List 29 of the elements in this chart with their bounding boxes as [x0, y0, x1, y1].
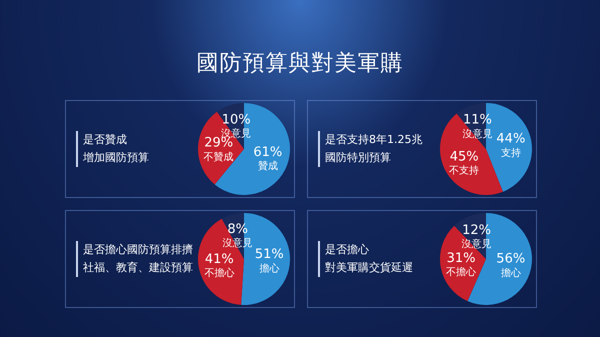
slice-label: 不擔心: [446, 266, 476, 278]
slice-label: 不支持: [449, 164, 480, 176]
data-label: 31%: [446, 250, 476, 266]
text: 社福、教育、建設預算: [83, 260, 193, 276]
slice-label: 不贊成: [204, 150, 234, 163]
slice-label: 擔心: [500, 266, 521, 279]
data-label: 51%: [254, 247, 284, 262]
text: 是否擔心國防預算排擠: [83, 242, 193, 258]
slice-label: 贊成: [258, 160, 278, 172]
text: 國防特別預算: [325, 150, 392, 166]
data-label: 29%: [204, 136, 234, 151]
text: 是否擔心: [325, 242, 370, 258]
data-label: 12%: [462, 222, 492, 238]
slice-label: 支持: [500, 146, 521, 159]
text: 增加國防預算: [83, 150, 149, 166]
data-label: 10%: [222, 112, 251, 128]
data-label: 11%: [462, 112, 492, 128]
slice-label: 擔心: [259, 262, 280, 274]
data-label: 61%: [253, 144, 282, 160]
data-label: 56%: [496, 252, 526, 267]
data-label: 45%: [450, 149, 479, 164]
text: 對美軍購交貨延遲: [325, 260, 413, 276]
data-label: 8%: [227, 222, 248, 237]
text: 是否支持8年1.25兆: [325, 132, 422, 148]
text: 是否贊成: [83, 132, 128, 148]
slice-label: 不擔心: [204, 267, 234, 280]
data-label: 44%: [496, 132, 526, 147]
data-label: 41%: [204, 252, 234, 267]
text: 國防預算與對美軍購: [196, 50, 404, 78]
